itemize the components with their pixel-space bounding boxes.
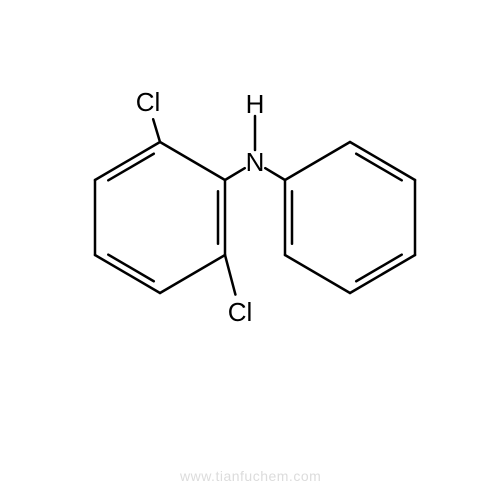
atom-label-cl-top: Cl xyxy=(136,89,161,115)
atom-label-cl-bottom: Cl xyxy=(228,299,253,325)
structure-svg xyxy=(0,0,500,500)
molecule-diagram: Cl Cl N H www.tianfuchem.com xyxy=(0,0,500,500)
atom-label-n: N xyxy=(246,149,265,175)
atom-label-nh: H xyxy=(246,91,265,117)
